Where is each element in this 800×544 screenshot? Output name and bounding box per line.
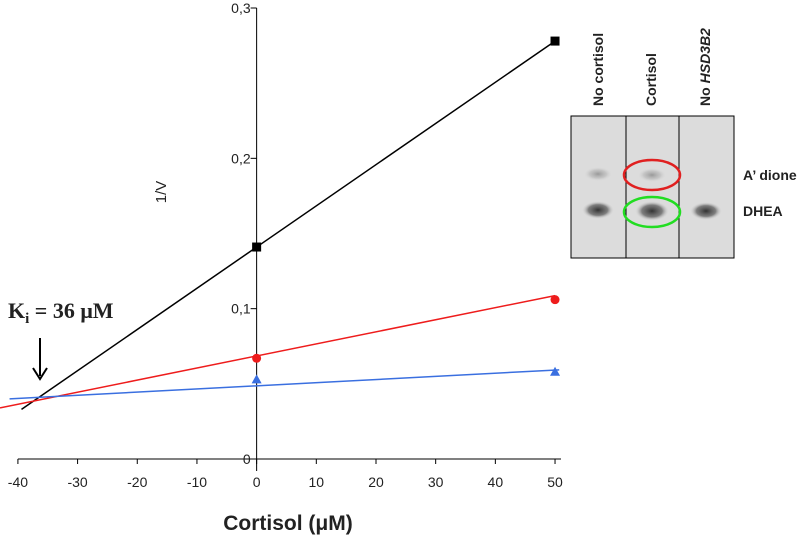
- fit-line: [21, 40, 556, 411]
- annotation: Ki = 36 μM: [8, 298, 114, 327]
- x-tick-label: -10: [187, 474, 207, 490]
- lane-label: No cortisol: [590, 33, 606, 106]
- point: [550, 366, 561, 376]
- annotation-tail: = 36 μM: [29, 298, 114, 323]
- lane-label: No HSD3B2: [697, 28, 713, 106]
- x-tick-label: -30: [67, 474, 87, 490]
- x-tick-label: 30: [428, 474, 444, 490]
- lane-label: Cortisol: [643, 53, 659, 106]
- y-tick-label: 0,2: [231, 150, 251, 166]
- annotation-sub: i: [25, 311, 29, 327]
- x-tick-label: -20: [127, 474, 147, 490]
- x-tick-label: 20: [368, 474, 384, 490]
- point: [252, 242, 262, 252]
- x-tick-label: 50: [547, 474, 563, 490]
- annotation-main: K: [8, 298, 25, 323]
- x-tick-label: 40: [488, 474, 504, 490]
- y-tick-label: 0,1: [231, 301, 251, 317]
- band-label: A’ dione: [743, 167, 797, 183]
- y-tick-label: 0: [243, 451, 251, 467]
- gel-inset: No cortisol Cortisol No HSD3B2 A’ dione D…: [570, 28, 797, 259]
- point: [550, 36, 560, 46]
- y-tick-label: 0,3: [231, 0, 251, 16]
- x-tick-label: 10: [309, 474, 325, 490]
- point: [252, 353, 262, 363]
- band-label: DHEA: [743, 203, 783, 219]
- point: [251, 374, 262, 384]
- x-axis-label: Cortisol (μM): [223, 512, 353, 535]
- y-axis-label: 1/V: [153, 181, 170, 204]
- fit-line: [9, 369, 560, 400]
- lane-label-prefix: No: [697, 87, 713, 106]
- point: [550, 295, 560, 305]
- x-tick-label: 0: [253, 474, 261, 490]
- arrow: [32, 338, 48, 381]
- lane-label-gene: HSD3B2: [697, 28, 713, 83]
- fit-line: [0, 294, 556, 409]
- x-tick-label: -40: [8, 474, 28, 490]
